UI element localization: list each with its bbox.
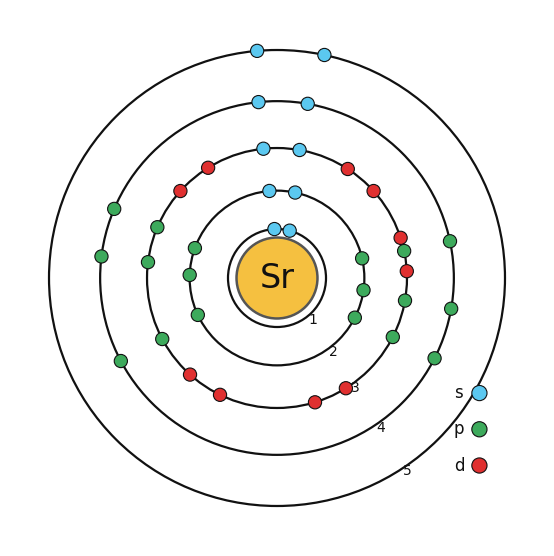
Circle shape bbox=[268, 222, 281, 236]
Circle shape bbox=[188, 241, 202, 255]
Circle shape bbox=[398, 294, 412, 307]
Circle shape bbox=[263, 185, 276, 197]
Circle shape bbox=[257, 142, 270, 155]
Circle shape bbox=[213, 388, 227, 401]
Circle shape bbox=[339, 381, 352, 395]
Text: 2: 2 bbox=[329, 345, 337, 359]
Circle shape bbox=[156, 332, 169, 346]
Circle shape bbox=[95, 250, 108, 263]
Circle shape bbox=[348, 311, 361, 324]
Text: 5: 5 bbox=[403, 464, 412, 478]
Circle shape bbox=[191, 309, 204, 321]
Circle shape bbox=[309, 396, 322, 409]
Text: p: p bbox=[454, 420, 464, 438]
Circle shape bbox=[237, 237, 317, 319]
Circle shape bbox=[250, 44, 264, 57]
Circle shape bbox=[141, 256, 155, 269]
Circle shape bbox=[444, 302, 458, 315]
Circle shape bbox=[400, 265, 413, 278]
Circle shape bbox=[318, 48, 331, 62]
Circle shape bbox=[443, 235, 456, 248]
Circle shape bbox=[394, 231, 407, 245]
Circle shape bbox=[428, 352, 441, 365]
Circle shape bbox=[151, 221, 164, 234]
Circle shape bbox=[183, 269, 196, 281]
Circle shape bbox=[283, 224, 296, 237]
Circle shape bbox=[367, 185, 380, 197]
Circle shape bbox=[386, 330, 399, 344]
Circle shape bbox=[202, 161, 215, 175]
Circle shape bbox=[183, 368, 197, 381]
Circle shape bbox=[472, 458, 487, 473]
Text: 3: 3 bbox=[351, 381, 360, 395]
Circle shape bbox=[341, 162, 355, 176]
Circle shape bbox=[472, 421, 487, 437]
Text: s: s bbox=[454, 384, 463, 402]
Circle shape bbox=[107, 202, 121, 216]
Circle shape bbox=[293, 143, 306, 157]
Text: d: d bbox=[454, 456, 464, 474]
Circle shape bbox=[289, 186, 302, 199]
Text: 4: 4 bbox=[376, 421, 385, 435]
Circle shape bbox=[252, 96, 265, 109]
Circle shape bbox=[114, 354, 127, 368]
Circle shape bbox=[174, 185, 187, 197]
Circle shape bbox=[398, 245, 411, 257]
Circle shape bbox=[472, 385, 487, 401]
Circle shape bbox=[356, 252, 369, 265]
Text: Sr: Sr bbox=[259, 261, 295, 295]
Circle shape bbox=[357, 284, 370, 297]
Text: 1: 1 bbox=[309, 312, 317, 326]
Circle shape bbox=[301, 97, 314, 111]
